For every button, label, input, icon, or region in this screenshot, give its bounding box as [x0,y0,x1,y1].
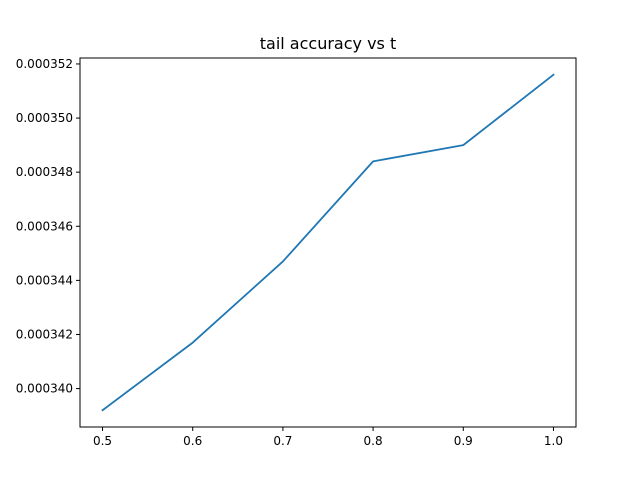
y-tick-label: 0.000344 [16,273,73,287]
x-axis-ticks: 0.5 0.6 0.7 0.8 0.9 1.0 [93,427,563,448]
y-tick-label: 0.000346 [16,219,73,233]
y-tick-label: 0.000348 [16,165,73,179]
x-tick-label: 1.0 [544,434,563,448]
x-tick-label: 0.5 [93,434,112,448]
y-axis-ticks: 0.000340 0.000342 0.000344 0.000346 0.000348… [16,57,80,396]
plot-area-frame [79,57,577,428]
y-tick-label: 0.000340 [16,382,73,396]
series-line [101,73,555,412]
y-tick-label: 0.000342 [16,327,73,341]
y-tick-label: 0.000350 [16,111,73,125]
chart-title: tail accuracy vs t [260,34,397,53]
y-tick-label: 0.000352 [16,57,73,71]
x-tick-label: 0.9 [454,434,473,448]
x-tick-label: 0.6 [183,434,202,448]
x-tick-label: 0.7 [273,434,292,448]
x-tick-label: 0.8 [364,434,383,448]
